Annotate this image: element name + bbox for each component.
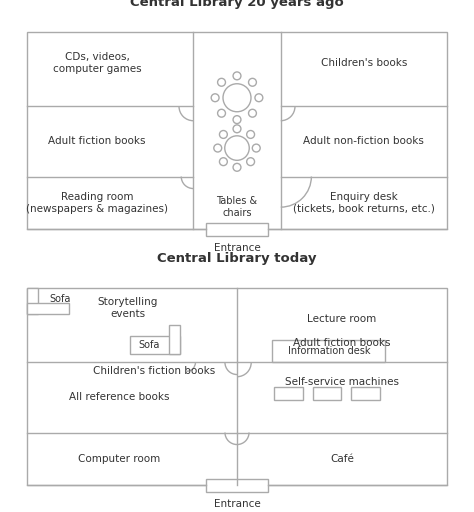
Text: Tables &
chairs: Tables & chairs bbox=[217, 196, 257, 218]
Bar bbox=[27, 288, 447, 485]
Text: Lecture room: Lecture room bbox=[307, 314, 377, 324]
Text: Sofa: Sofa bbox=[49, 294, 71, 304]
Bar bbox=[351, 388, 380, 400]
Text: CDs, videos,
computer games: CDs, videos, computer games bbox=[53, 52, 141, 74]
FancyBboxPatch shape bbox=[273, 340, 385, 362]
Text: All reference books: All reference books bbox=[69, 393, 169, 402]
Text: Entrance: Entrance bbox=[214, 243, 260, 253]
Text: Adult non-fiction books: Adult non-fiction books bbox=[303, 137, 424, 146]
Title: Central Library today: Central Library today bbox=[157, 252, 317, 265]
Text: Children's fiction books: Children's fiction books bbox=[92, 366, 215, 376]
Text: Adult fiction books: Adult fiction books bbox=[48, 137, 146, 146]
Text: Entrance: Entrance bbox=[214, 499, 260, 509]
Text: Information desk: Information desk bbox=[288, 346, 370, 356]
Bar bbox=[27, 32, 447, 229]
Bar bbox=[313, 388, 341, 400]
Text: Sofa: Sofa bbox=[139, 340, 160, 350]
Bar bbox=[27, 288, 38, 314]
Text: Enquiry desk
(tickets, book returns, etc.): Enquiry desk (tickets, book returns, etc… bbox=[293, 192, 435, 214]
Text: Self-service machines: Self-service machines bbox=[285, 377, 399, 387]
Bar bbox=[169, 325, 180, 354]
Text: Reading room
(newspapers & magazines): Reading room (newspapers & magazines) bbox=[26, 192, 168, 214]
Title: Central Library 20 years ago: Central Library 20 years ago bbox=[130, 0, 344, 9]
Text: Adult fiction books: Adult fiction books bbox=[293, 338, 391, 348]
Text: Computer room: Computer room bbox=[78, 454, 160, 464]
Text: Children's books: Children's books bbox=[321, 58, 407, 68]
Bar bbox=[206, 223, 268, 236]
Text: Storytelling
events: Storytelling events bbox=[98, 297, 158, 318]
Bar bbox=[274, 388, 302, 400]
Bar bbox=[206, 479, 268, 492]
Bar bbox=[27, 304, 69, 314]
Bar bbox=[130, 336, 180, 354]
Text: Café: Café bbox=[330, 454, 354, 464]
